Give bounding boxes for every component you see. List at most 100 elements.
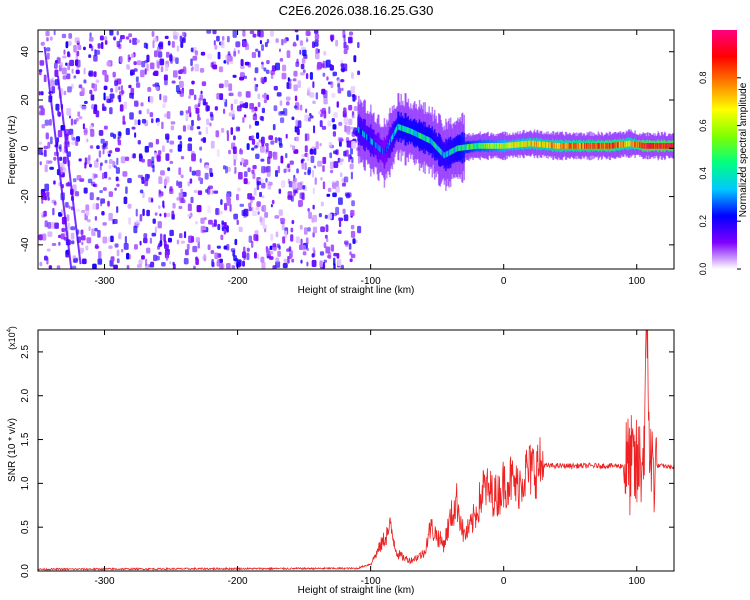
spectrogram-cell [88, 43, 92, 49]
spectrogram-cell [307, 167, 312, 174]
spectrogram-cell [422, 134, 425, 141]
spectrogram-cell [74, 191, 80, 197]
spectrogram-cell [381, 147, 383, 154]
colorbar-tick-label: 0.2 [698, 215, 708, 228]
spectrogram-cell [202, 137, 207, 143]
spectrogram-cell [307, 207, 310, 212]
spectrogram-cell [220, 40, 225, 49]
spectrogram-cell [288, 168, 291, 173]
spectrogram-cell [326, 237, 329, 243]
spectrogram-cell [364, 132, 367, 139]
spectrogram-cell [264, 41, 268, 48]
spectrogram-cell [269, 245, 273, 251]
spectrogram-cell [76, 50, 80, 57]
spectrogram-cell [153, 70, 159, 76]
spectrogram-cell [436, 144, 438, 151]
spectrogram-cell [424, 135, 426, 141]
spectrogram-cell [337, 230, 342, 235]
spectrogram-cell [166, 212, 171, 217]
spectrogram-cell [431, 139, 434, 146]
spectrogram-cell [671, 142, 674, 149]
spectrogram-cell [103, 71, 106, 77]
spectrogram-cell [563, 142, 565, 149]
spectrogram-cell [494, 142, 497, 149]
spectrogram-cell [343, 107, 347, 114]
spectrogram-cell [57, 110, 60, 116]
spectrogram-cell [419, 132, 422, 139]
spectrogram-cell [154, 226, 157, 234]
spectrogram-cell [229, 203, 232, 212]
spectrogram-cell [498, 142, 501, 149]
spectrogram-cell [151, 232, 157, 237]
y-tick-label: 2.0 [20, 388, 31, 402]
spectrogram-cell [127, 203, 132, 209]
spectrogram-cell [658, 142, 660, 149]
spectrogram-cell [667, 142, 670, 149]
spectrogram-cell [279, 100, 283, 106]
spectrogram-cell [288, 180, 293, 188]
spectrogram-cell [242, 103, 248, 108]
spectrogram-cell [133, 244, 138, 250]
spectrogram-cell [590, 142, 592, 149]
spectrogram-cell [295, 119, 298, 127]
spectrogram-cell [195, 169, 201, 177]
spectrogram-cell [581, 142, 584, 149]
spectrogram-cell [530, 140, 533, 147]
spectrogram-cell [511, 142, 513, 149]
spectrogram-cell [43, 149, 47, 157]
spectrogram-cell [299, 40, 304, 46]
spectrogram-cell [348, 154, 351, 163]
spectrogram-cell [197, 240, 200, 249]
spectrogram-cell [164, 176, 170, 183]
spectrogram-cell [343, 48, 348, 55]
spectrogram-cell [408, 127, 410, 134]
spectrogram-cell [210, 250, 215, 254]
spectrogram-cell [129, 92, 133, 99]
spectrogram-cell [102, 222, 107, 226]
spectrogram-cell [283, 38, 287, 44]
spectrogram-cell [280, 218, 286, 225]
spectrogram-cell [526, 140, 529, 147]
spectrogram-cell [635, 141, 638, 148]
spectrogram-cell [164, 185, 167, 189]
spectrogram-cell [539, 141, 541, 148]
spectrogram-cell [488, 142, 490, 149]
spectrogram-cell [477, 142, 479, 149]
spectrogram-cell [126, 65, 131, 70]
spectrogram-cell [329, 169, 334, 174]
spectrogram-cell [164, 35, 169, 40]
spectrogram-cell [112, 71, 116, 78]
spectrogram-cell [270, 140, 275, 145]
spectrogram-cell [555, 142, 557, 149]
spectrogram-cell [319, 260, 323, 267]
spectrogram-cell [206, 105, 210, 112]
spectrogram-cell [414, 130, 417, 137]
spectrogram-cell [296, 128, 300, 136]
spectrogram-cell [448, 150, 450, 156]
spectrogram-cell [417, 131, 419, 138]
spectrogram-cell [141, 60, 146, 68]
spectrogram-cell [75, 208, 80, 212]
spectrogram-cell [228, 112, 232, 117]
spectrogram-cell [89, 145, 94, 149]
spectrogram-cell [578, 142, 580, 149]
spectrogram-cell [597, 142, 600, 149]
spectrogram-cell [575, 142, 577, 149]
spectrogram-cell [398, 124, 401, 131]
spectrogram-cell [423, 134, 426, 141]
spectrogram-cell [85, 204, 90, 212]
spectrogram-cell [516, 141, 519, 148]
spectrogram-cell [435, 143, 438, 150]
spectrogram-cell [82, 123, 85, 130]
spectrogram-cell [317, 62, 322, 70]
y-tick-label: 2.5 [20, 345, 31, 359]
spectrogram-cell [335, 39, 339, 47]
spectrogram-cell [421, 133, 423, 140]
spectrogram-cell [395, 126, 398, 133]
spectrogram-cell [554, 142, 557, 149]
spectrogram-cell [109, 30, 114, 36]
spectrogram-cell [261, 195, 265, 199]
spectrogram-cell [252, 33, 257, 38]
spectrogram-cell [446, 151, 449, 157]
spectrogram-cell [123, 196, 128, 205]
